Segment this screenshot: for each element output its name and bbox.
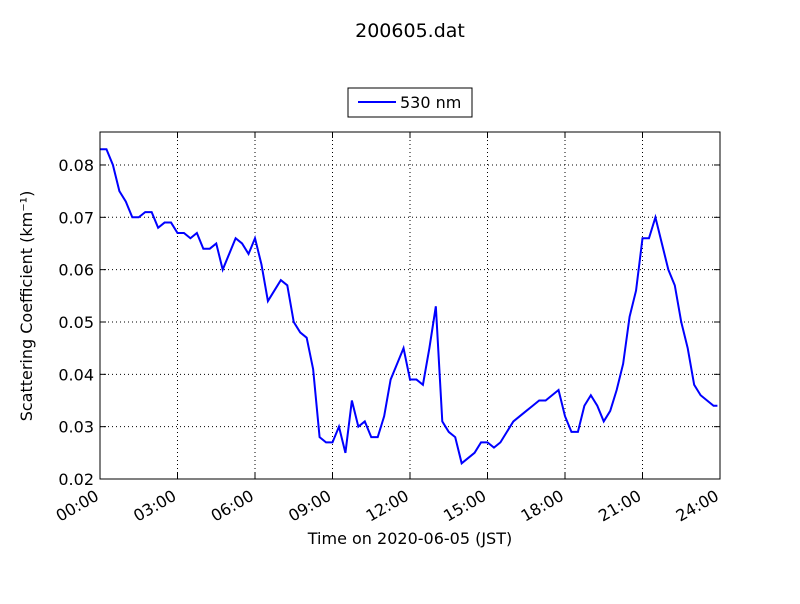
- y-tick-label: 0.03: [58, 418, 94, 437]
- y-axis-label: Scattering Coefficient (km⁻¹): [17, 191, 36, 422]
- y-tick-label: 0.06: [58, 261, 94, 280]
- chart-title: 200605.dat: [355, 20, 465, 42]
- y-tick-label: 0.08: [58, 156, 94, 175]
- data-line: [100, 148, 718, 466]
- y-tick-label: 0.05: [58, 313, 94, 332]
- plot-frame: [99, 131, 721, 480]
- y-tick-label: 0.07: [58, 208, 94, 227]
- y-tick-label: 0.04: [58, 365, 94, 384]
- y-tick-label: 0.02: [58, 470, 94, 489]
- x-axis-label: Time on 2020-06-05 (JST): [307, 529, 512, 548]
- legend-label: 530 nm: [400, 93, 461, 112]
